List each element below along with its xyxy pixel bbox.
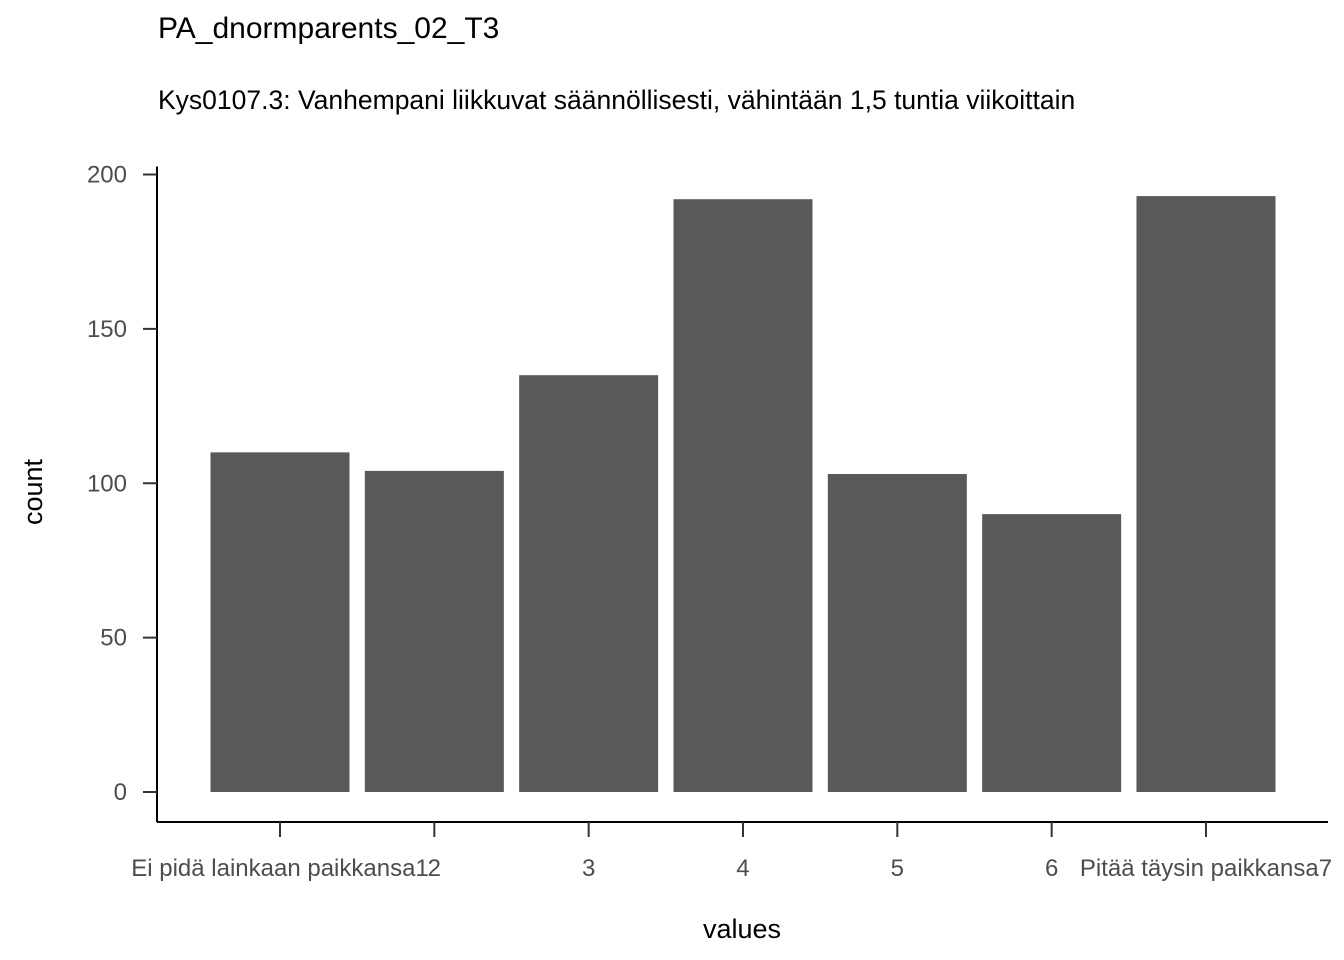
x-axis-title: values	[703, 914, 781, 944]
chart-title: PA_dnormparents_02_T3	[158, 12, 500, 45]
x-tick-label: Pitää täysin paikkansa7	[1080, 855, 1332, 882]
y-tick-label: 0	[114, 779, 127, 806]
chart-subtitle: Kys0107.3: Vanhempani liikkuvat säännöll…	[158, 85, 1076, 115]
x-tick-label: Ei pidä lainkaan paikkansa1	[131, 855, 429, 882]
x-tick-label: 6	[1045, 855, 1058, 882]
y-tick-label: 100	[87, 470, 127, 497]
bar-4	[673, 199, 813, 792]
y-axis-title: count	[18, 458, 48, 525]
bars-layer	[210, 196, 1276, 793]
bar-1	[210, 452, 350, 793]
x-tick-label: 3	[582, 855, 595, 882]
x-tick-label: 2	[428, 855, 441, 882]
x-tick-label: 5	[891, 855, 904, 882]
y-tick-label: 50	[100, 625, 127, 652]
bar-5	[827, 473, 967, 792]
y-tick-label: 150	[87, 316, 127, 343]
bar-7	[1136, 196, 1276, 793]
x-tick-label: 4	[736, 855, 749, 882]
y-tick-label: 200	[87, 162, 127, 189]
bar-2	[364, 470, 504, 792]
y-axis: 0 50 100 150 200	[87, 162, 158, 822]
bar-6	[982, 514, 1122, 793]
bar-3	[519, 375, 659, 792]
